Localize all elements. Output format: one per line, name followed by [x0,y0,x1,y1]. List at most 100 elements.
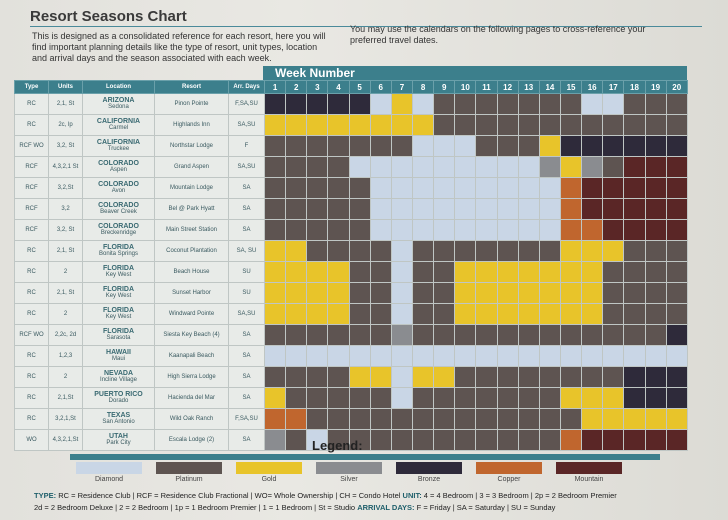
units-cell: 2 [48,303,83,325]
season-cell [454,324,477,346]
week-number-cell: 20 [665,80,688,94]
season-cell [327,366,350,388]
season-cell [327,387,350,409]
resort-seasons-table: Type Units Location Resort Arr. Days 1 2 3 4 5 6 7 8… [14,80,688,451]
season-cell [263,282,287,304]
season-cell [369,198,392,220]
season-cell [306,114,329,136]
season-cell [306,282,329,304]
season-cell [285,219,308,241]
season-cell [306,198,329,220]
season-cell [665,429,688,451]
arrival-days-cell: SA, SU [228,240,265,262]
units-cell: 3,2,St [48,177,83,199]
season-cell [475,156,498,178]
season-cell [327,429,350,451]
resort-cell: Highlands Inn [154,114,229,136]
season-cell [475,429,498,451]
season-cell [517,408,540,430]
arrival-days-cell: SU [228,282,265,304]
season-cell [433,324,456,346]
type-cell: RC [14,303,49,325]
season-cell [454,219,477,241]
season-cell [623,345,646,367]
week-number-cell: 15 [559,80,583,94]
season-cell [496,198,519,220]
season-cell [327,219,350,241]
units-cell: 3,2,1,St [48,408,83,430]
location-cell: COLORADO Beaver Creek [82,198,155,220]
season-cell [348,345,371,367]
season-cell [263,408,287,430]
season-cell [348,135,371,157]
type-cell: RC [14,114,49,136]
location-city: Carmel [108,125,129,131]
season-cell [369,219,392,241]
season-cell [644,240,667,262]
season-cell [390,114,413,136]
legend-swatch-copper [476,462,542,474]
season-cell [306,219,329,241]
season-cell [306,324,329,346]
season-cell [602,303,625,325]
table-row: RC 2,1,St PUERTO RICO Dorado Hacienda del Ma… [14,387,688,409]
season-cell [263,219,287,241]
table-row: RCF 3,2, St COLORADO Breckenridge Main Stree… [14,219,688,241]
season-cell [348,156,371,178]
column-header: Type [14,80,49,94]
season-cell [644,135,667,157]
season-cell [348,429,371,451]
season-cell [559,135,583,157]
season-cell [433,282,456,304]
legend-swatch-bronze [396,462,462,474]
location-name: FLORIDA [102,307,135,314]
season-cell [581,387,604,409]
season-cell [581,219,604,241]
arrival-days-cell: F,SA,SU [228,93,265,115]
units-cell: 2,1, St [48,93,83,115]
table-header-row: Type Units Location Resort Arr. Days 1 2 3 4 5 6 7 8… [14,80,688,94]
season-cell [390,429,413,451]
table-row: RCF 4,3,2,1 St COLORADO Aspen Grand Aspen SA,… [14,156,688,178]
season-cell [644,156,667,178]
location-cell: ARIZONA Sedona [82,93,155,115]
season-cell [285,429,308,451]
season-cell [559,114,583,136]
legend-label: Silver [340,476,358,483]
season-cell [433,219,456,241]
type-cell: RC [14,366,49,388]
season-cell [623,261,646,283]
season-cell [285,198,308,220]
season-cell [559,156,583,178]
season-cell [517,93,540,115]
season-cell [433,114,456,136]
season-cell [475,198,498,220]
season-cell [559,429,583,451]
season-cell [433,93,456,115]
season-cell [602,261,625,283]
season-cell [390,156,413,178]
season-cell [433,303,456,325]
season-cell [581,93,604,115]
arrival-days-cell: SU [228,261,265,283]
season-cell [285,156,308,178]
resort-cell: Pinon Pointe [154,93,229,115]
location-name: PUERTO RICO [94,391,143,398]
season-cell [623,135,646,157]
season-cell [665,135,688,157]
season-cell [496,282,519,304]
season-cell [496,219,519,241]
season-cell [623,408,646,430]
location-cell: COLORADO Avon [82,177,155,199]
week-number-cell: 19 [644,80,667,94]
season-cell [327,114,350,136]
arrival-days-cell: SA [228,198,265,220]
season-cell [559,219,583,241]
location-cell: FLORIDA Key West [82,261,155,283]
resort-cell: Escala Lodge (2) [154,429,229,451]
season-cell [496,177,519,199]
season-cell [496,324,519,346]
season-cell [602,387,625,409]
season-cell [665,408,688,430]
season-cell [263,366,287,388]
